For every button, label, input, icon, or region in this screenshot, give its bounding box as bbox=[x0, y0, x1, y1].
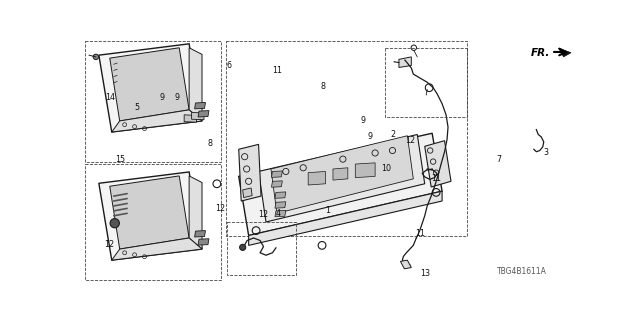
Polygon shape bbox=[333, 168, 348, 180]
Text: 13: 13 bbox=[420, 269, 429, 278]
Polygon shape bbox=[189, 176, 202, 249]
Text: 15: 15 bbox=[116, 155, 125, 164]
Text: 3: 3 bbox=[544, 148, 548, 157]
Polygon shape bbox=[195, 231, 205, 237]
Text: 8: 8 bbox=[207, 139, 212, 148]
Polygon shape bbox=[275, 202, 286, 208]
Polygon shape bbox=[99, 172, 202, 260]
Text: 14: 14 bbox=[105, 93, 115, 102]
Polygon shape bbox=[275, 192, 286, 198]
Polygon shape bbox=[425, 141, 451, 187]
Polygon shape bbox=[112, 238, 202, 260]
Polygon shape bbox=[198, 239, 209, 245]
Polygon shape bbox=[399, 57, 412, 68]
Text: 9: 9 bbox=[159, 93, 164, 102]
Polygon shape bbox=[271, 181, 282, 187]
Polygon shape bbox=[189, 48, 202, 121]
Polygon shape bbox=[355, 163, 375, 178]
Text: 9: 9 bbox=[174, 93, 179, 102]
Text: 4: 4 bbox=[276, 209, 281, 218]
Text: 8: 8 bbox=[321, 82, 326, 91]
Text: FR.: FR. bbox=[531, 48, 550, 58]
Text: TBG4B1611A: TBG4B1611A bbox=[497, 267, 547, 276]
Text: 12: 12 bbox=[404, 136, 415, 145]
Circle shape bbox=[239, 244, 246, 251]
Text: 11: 11 bbox=[273, 66, 282, 75]
Polygon shape bbox=[275, 210, 286, 217]
Polygon shape bbox=[401, 260, 412, 269]
Text: 5: 5 bbox=[134, 103, 140, 112]
Polygon shape bbox=[239, 144, 261, 201]
Polygon shape bbox=[249, 191, 442, 245]
Polygon shape bbox=[195, 102, 205, 109]
Circle shape bbox=[110, 219, 120, 228]
Polygon shape bbox=[239, 133, 442, 236]
Polygon shape bbox=[112, 110, 202, 132]
Text: 1: 1 bbox=[326, 206, 330, 215]
Text: 9: 9 bbox=[360, 116, 365, 125]
Polygon shape bbox=[271, 136, 413, 213]
Polygon shape bbox=[559, 48, 571, 57]
Text: 7: 7 bbox=[497, 155, 502, 164]
Text: 10: 10 bbox=[381, 164, 392, 173]
Text: 12: 12 bbox=[215, 204, 225, 213]
Text: 11: 11 bbox=[431, 174, 441, 183]
Text: 2: 2 bbox=[390, 130, 395, 139]
Text: 9: 9 bbox=[367, 132, 372, 141]
Circle shape bbox=[93, 54, 99, 60]
Polygon shape bbox=[271, 171, 282, 177]
Polygon shape bbox=[308, 172, 326, 185]
Text: 12: 12 bbox=[259, 210, 269, 219]
Polygon shape bbox=[259, 134, 425, 222]
Polygon shape bbox=[191, 112, 204, 120]
Polygon shape bbox=[243, 188, 252, 197]
Polygon shape bbox=[99, 44, 202, 132]
Polygon shape bbox=[110, 176, 189, 249]
Polygon shape bbox=[110, 48, 189, 121]
Text: 12: 12 bbox=[104, 240, 114, 249]
Polygon shape bbox=[184, 115, 196, 122]
Text: 11: 11 bbox=[415, 228, 425, 237]
Text: 6: 6 bbox=[227, 61, 231, 70]
Polygon shape bbox=[198, 111, 209, 117]
